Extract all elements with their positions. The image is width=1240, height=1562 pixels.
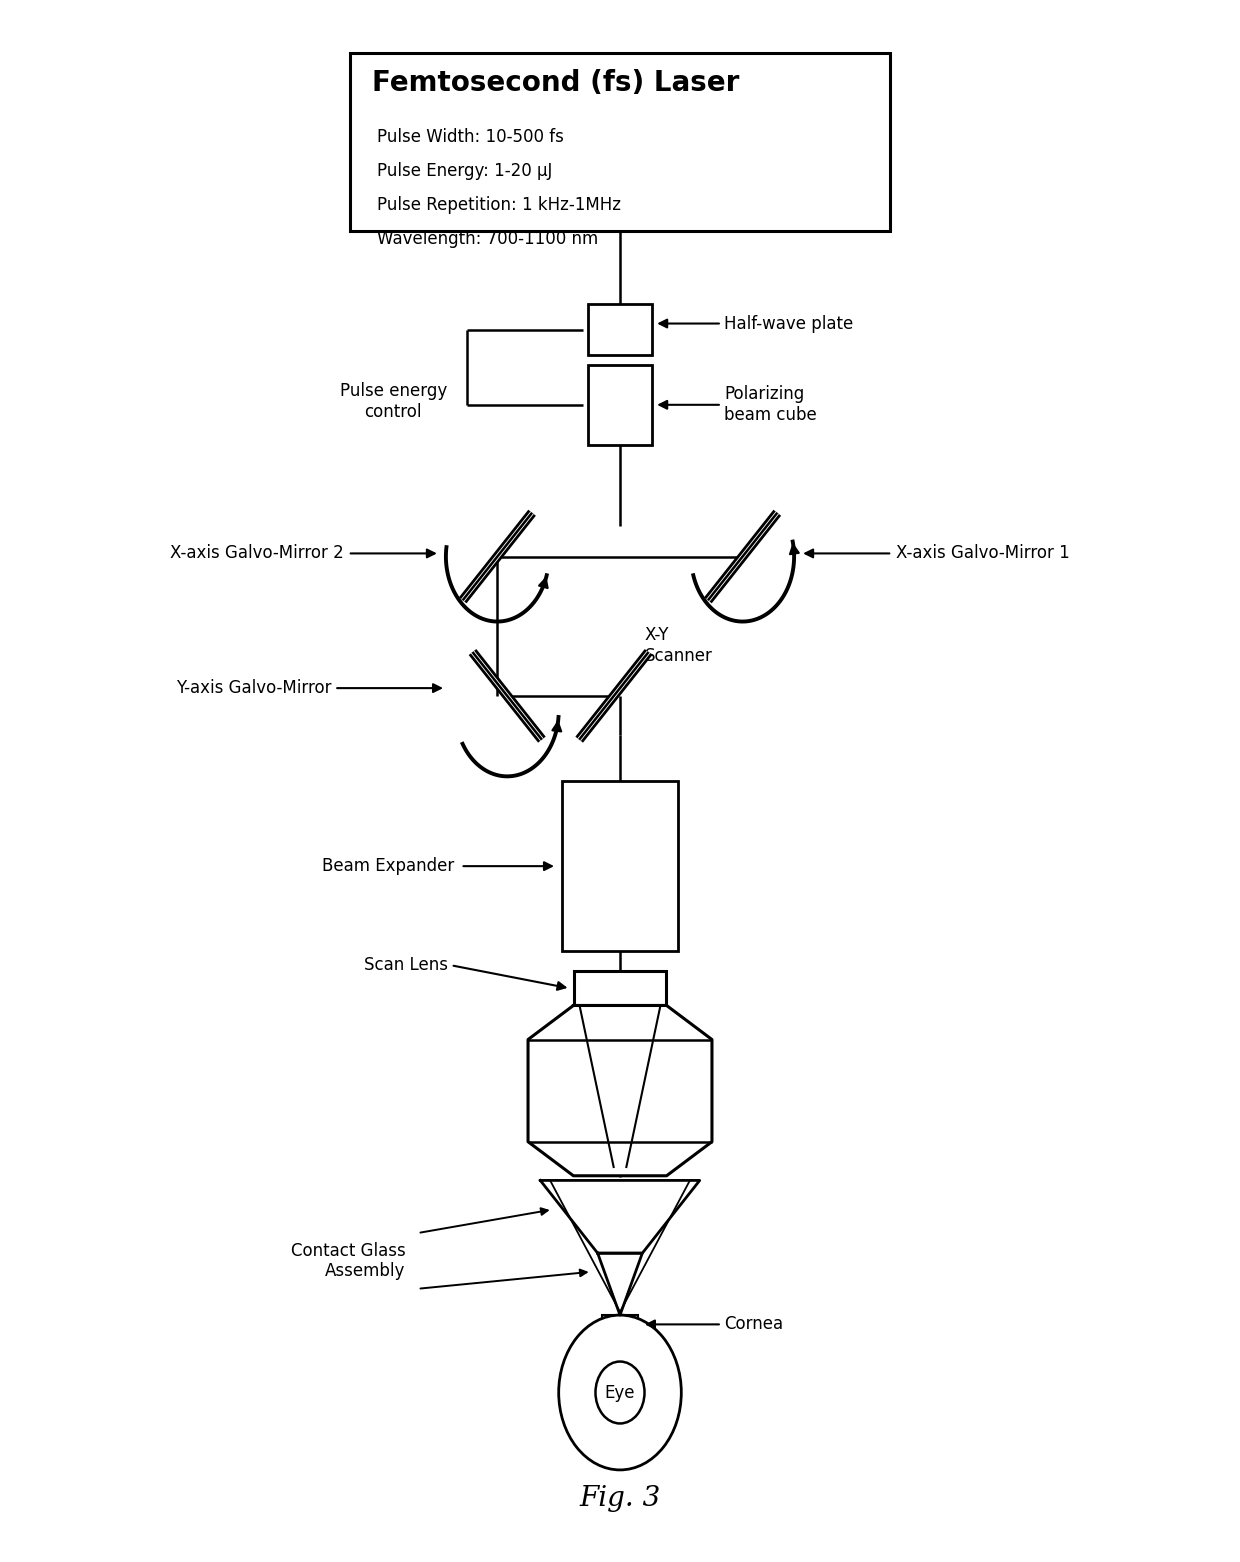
- Text: Pulse Energy: 1-20 μJ: Pulse Energy: 1-20 μJ: [377, 162, 553, 180]
- Text: Scan Lens: Scan Lens: [365, 956, 449, 975]
- Text: Pulse energy
control: Pulse energy control: [340, 383, 446, 422]
- Text: Femtosecond (fs) Laser: Femtosecond (fs) Laser: [372, 69, 740, 97]
- Bar: [562, 781, 678, 951]
- Bar: [350, 53, 890, 231]
- Text: Pulse Repetition: 1 kHz-1MHz: Pulse Repetition: 1 kHz-1MHz: [377, 195, 621, 214]
- Text: Fig. 3: Fig. 3: [579, 1485, 661, 1512]
- Text: Half-wave plate: Half-wave plate: [724, 314, 853, 333]
- Text: Wavelength: 700-1100 nm: Wavelength: 700-1100 nm: [377, 230, 599, 248]
- Text: X-axis Galvo-Mirror 2: X-axis Galvo-Mirror 2: [170, 545, 345, 562]
- Text: Polarizing
beam cube: Polarizing beam cube: [724, 386, 817, 425]
- Text: Y-axis Galvo-Mirror: Y-axis Galvo-Mirror: [176, 679, 332, 697]
- Bar: [601, 1315, 639, 1334]
- Bar: [574, 972, 666, 1006]
- Bar: [588, 364, 652, 445]
- Bar: [588, 305, 652, 355]
- Circle shape: [559, 1315, 681, 1470]
- Circle shape: [595, 1362, 645, 1423]
- Text: Pulse Width: 10-500 fs: Pulse Width: 10-500 fs: [377, 128, 564, 145]
- Text: X-Y
Scanner: X-Y Scanner: [645, 626, 713, 665]
- Text: Contact Glass
Assembly: Contact Glass Assembly: [290, 1242, 405, 1281]
- Text: Beam Expander: Beam Expander: [322, 858, 455, 875]
- Text: Eye: Eye: [605, 1384, 635, 1401]
- Text: Cornea: Cornea: [724, 1315, 784, 1334]
- Text: X-axis Galvo-Mirror 1: X-axis Galvo-Mirror 1: [895, 545, 1070, 562]
